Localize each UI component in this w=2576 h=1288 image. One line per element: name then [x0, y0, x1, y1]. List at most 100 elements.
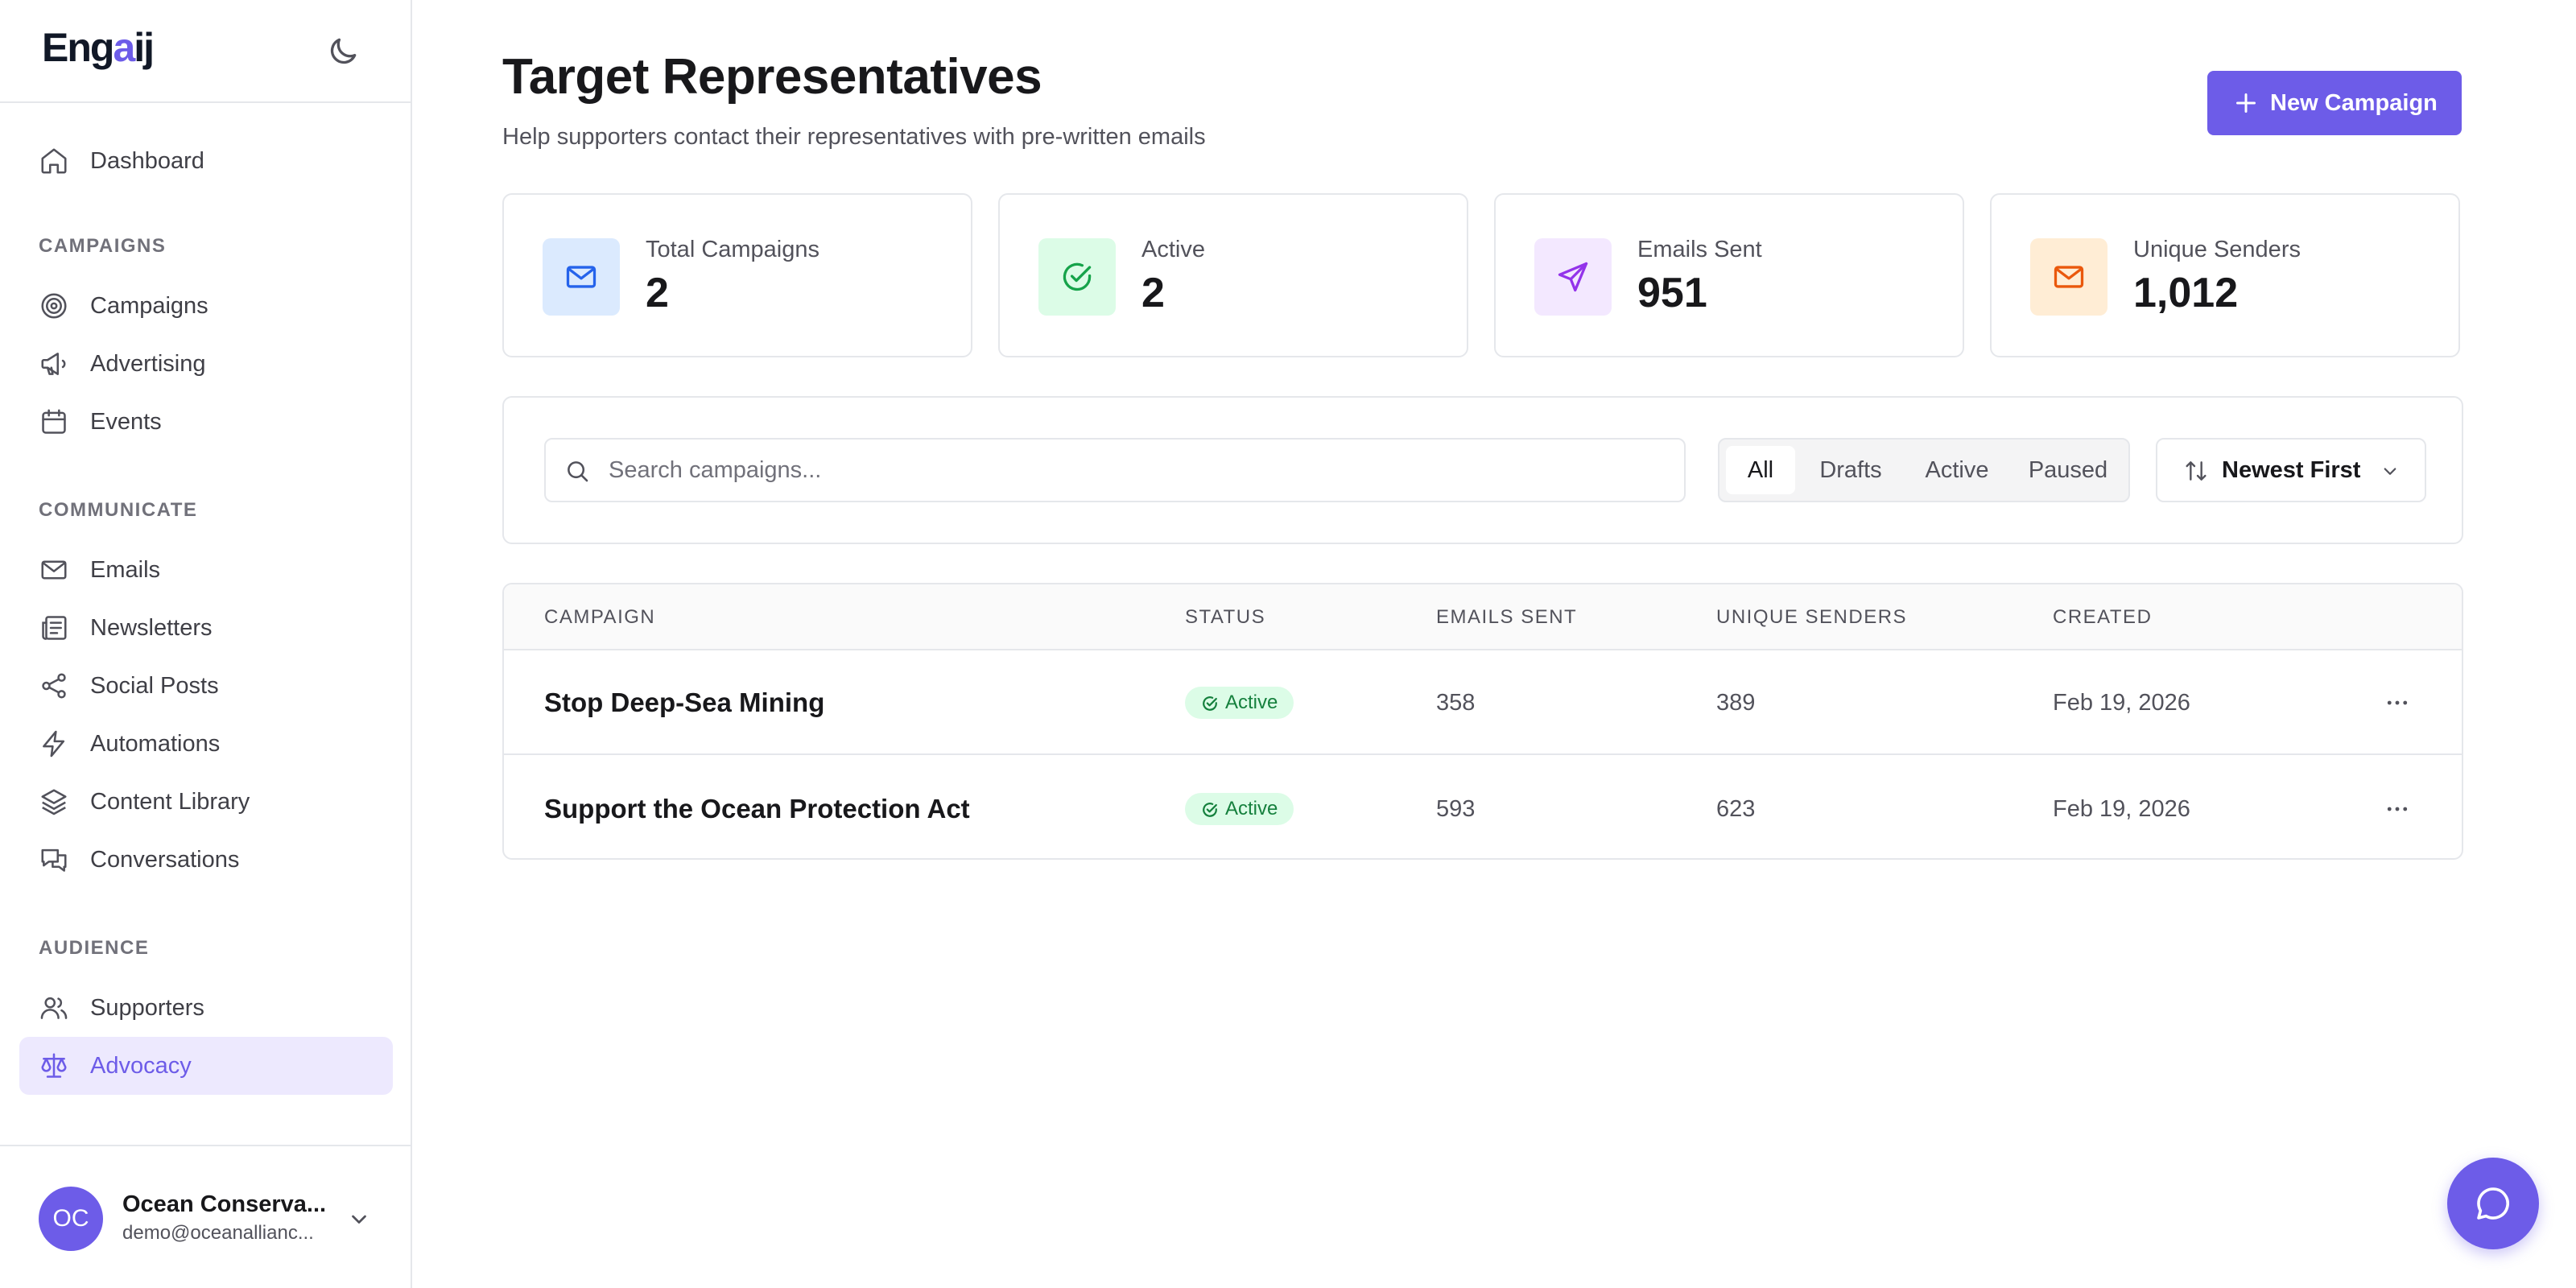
layers-icon	[41, 789, 67, 815]
sidebar-item-label: Events	[90, 409, 162, 435]
table-row[interactable]: Stop Deep-Sea Mining Active 358 389 Feb …	[504, 650, 2462, 755]
page-title: Target Representatives	[502, 49, 1042, 105]
stat-value: 2	[646, 270, 669, 316]
sort-label: Newest First	[2222, 457, 2361, 483]
filter-bar: All Drafts Active Paused Newest First	[502, 396, 2463, 544]
sidebar-item-campaigns[interactable]: Campaigns	[19, 277, 393, 335]
stat-icon-box	[1534, 238, 1612, 316]
sidebar-item-label: Campaigns	[90, 293, 208, 319]
send-icon	[1558, 262, 1588, 292]
home-icon	[41, 148, 67, 174]
sort-dropdown[interactable]: Newest First	[2156, 438, 2426, 502]
stat-label: Total Campaigns	[646, 237, 819, 262]
stat-value: 1,012	[2133, 270, 2239, 316]
chat-support-button[interactable]	[2447, 1158, 2539, 1249]
scale-icon	[41, 1053, 67, 1078]
logo-text-end: ij	[134, 25, 155, 70]
status-text: Active	[1225, 691, 1278, 713]
sidebar: Engaij Dashboard CAMPAIGNS Campaigns Adv…	[0, 0, 412, 1288]
stat-icon-box	[1038, 238, 1116, 316]
sidebar-item-newsletters[interactable]: Newsletters	[19, 599, 393, 657]
newspaper-icon	[42, 616, 67, 640]
sidebar-item-conversations[interactable]: Conversations	[19, 831, 393, 889]
megaphone-icon	[41, 353, 66, 375]
column-header-campaign[interactable]: CAMPAIGN	[544, 606, 656, 628]
unique-senders-value: 623	[1716, 796, 1756, 822]
search-box	[544, 438, 1686, 502]
sidebar-item-automations[interactable]: Automations	[19, 715, 393, 773]
account-switcher[interactable]: OC Ocean Conserva... demo@oceanallianc..…	[0, 1145, 412, 1288]
mail-icon	[2054, 266, 2084, 288]
sidebar-item-label: Emails	[90, 557, 161, 583]
sidebar-item-label: Dashboard	[90, 148, 204, 174]
more-options-icon[interactable]	[2383, 795, 2412, 824]
search-input[interactable]	[609, 440, 1671, 501]
column-header-emails-sent[interactable]: EMAILS SENT	[1436, 606, 1578, 628]
sidebar-item-label: Advocacy	[90, 1053, 192, 1079]
tab-drafts[interactable]: Drafts	[1819, 457, 1882, 483]
check-circle-icon	[1203, 696, 1217, 711]
section-title-campaigns: CAMPAIGNS	[39, 235, 167, 257]
sidebar-item-advertising[interactable]: Advertising	[19, 335, 393, 393]
sidebar-item-events[interactable]: Events	[19, 393, 393, 451]
stat-value: 2	[1141, 270, 1165, 316]
sidebar-item-label: Content Library	[90, 789, 250, 815]
emails-sent-value: 593	[1436, 796, 1476, 822]
avatar: OC	[39, 1187, 103, 1251]
chevron-down-icon	[2384, 468, 2396, 475]
stat-label: Unique Senders	[2133, 237, 2301, 262]
mail-icon	[41, 560, 67, 580]
logo-accent-text: a	[113, 25, 135, 70]
sidebar-item-label: Newsletters	[90, 615, 213, 641]
created-date: Feb 19, 2026	[2053, 690, 2190, 716]
tab-active[interactable]: Active	[1925, 457, 1989, 483]
column-header-unique-senders[interactable]: UNIQUE SENDERS	[1716, 606, 1908, 628]
sidebar-item-social-posts[interactable]: Social Posts	[19, 657, 393, 715]
new-campaign-button[interactable]: New Campaign	[2207, 71, 2462, 135]
stat-card-active: Active 2	[998, 193, 1468, 357]
sidebar-item-label: Conversations	[90, 847, 240, 873]
stat-card-total-campaigns: Total Campaigns 2	[502, 193, 972, 357]
status-badge: Active	[1185, 793, 1294, 825]
stat-card-emails-sent: Emails Sent 951	[1494, 193, 1964, 357]
app-logo[interactable]: Engaij	[42, 24, 155, 71]
sidebar-item-supporters[interactable]: Supporters	[19, 979, 393, 1037]
campaign-name[interactable]: Support the Ocean Protection Act	[544, 794, 970, 824]
unique-senders-value: 389	[1716, 690, 1756, 716]
target-icon	[41, 293, 67, 319]
sidebar-item-label: Supporters	[90, 995, 204, 1021]
logo-text: Eng	[42, 25, 114, 70]
sidebar-item-content-library[interactable]: Content Library	[19, 773, 393, 831]
campaign-name[interactable]: Stop Deep-Sea Mining	[544, 687, 825, 717]
table-header: CAMPAIGN STATUS EMAILS SENT UNIQUE SENDE…	[504, 584, 2462, 650]
sidebar-header: Engaij	[0, 0, 411, 103]
tab-all[interactable]: All	[1726, 446, 1795, 494]
sidebar-item-emails[interactable]: Emails	[19, 541, 393, 599]
bolt-icon	[43, 730, 65, 758]
table-row[interactable]: Support the Ocean Protection Act Active …	[504, 757, 2462, 858]
column-header-status[interactable]: STATUS	[1185, 606, 1266, 628]
page-subtitle: Help supporters contact their representa…	[502, 124, 1206, 150]
check-circle-icon	[1063, 262, 1092, 291]
theme-toggle-button[interactable]	[325, 34, 361, 69]
more-options-icon[interactable]	[2383, 688, 2412, 717]
section-title-communicate: COMMUNICATE	[39, 499, 198, 521]
sidebar-item-dashboard[interactable]: Dashboard	[19, 132, 393, 190]
stat-label: Emails Sent	[1637, 237, 1762, 262]
sidebar-item-label: Social Posts	[90, 673, 219, 699]
created-date: Feb 19, 2026	[2053, 796, 2190, 822]
campaigns-table: CAMPAIGN STATUS EMAILS SENT UNIQUE SENDE…	[502, 583, 2463, 860]
emails-sent-value: 358	[1436, 690, 1476, 716]
calendar-icon	[42, 409, 66, 434]
column-header-created[interactable]: CREATED	[2053, 606, 2153, 628]
tab-paused[interactable]: Paused	[2028, 457, 2108, 483]
status-text: Active	[1225, 798, 1278, 819]
stat-label: Active	[1141, 237, 1205, 262]
check-circle-icon	[1203, 803, 1217, 817]
stat-card-unique-senders: Unique Senders 1,012	[1990, 193, 2460, 357]
stat-icon-box	[2030, 238, 2107, 316]
org-email: demo@oceanallianc...	[122, 1222, 314, 1244]
sidebar-item-advocacy[interactable]: Advocacy	[19, 1037, 393, 1095]
org-name: Ocean Conserva...	[122, 1191, 327, 1217]
chevron-down-icon	[352, 1215, 366, 1224]
